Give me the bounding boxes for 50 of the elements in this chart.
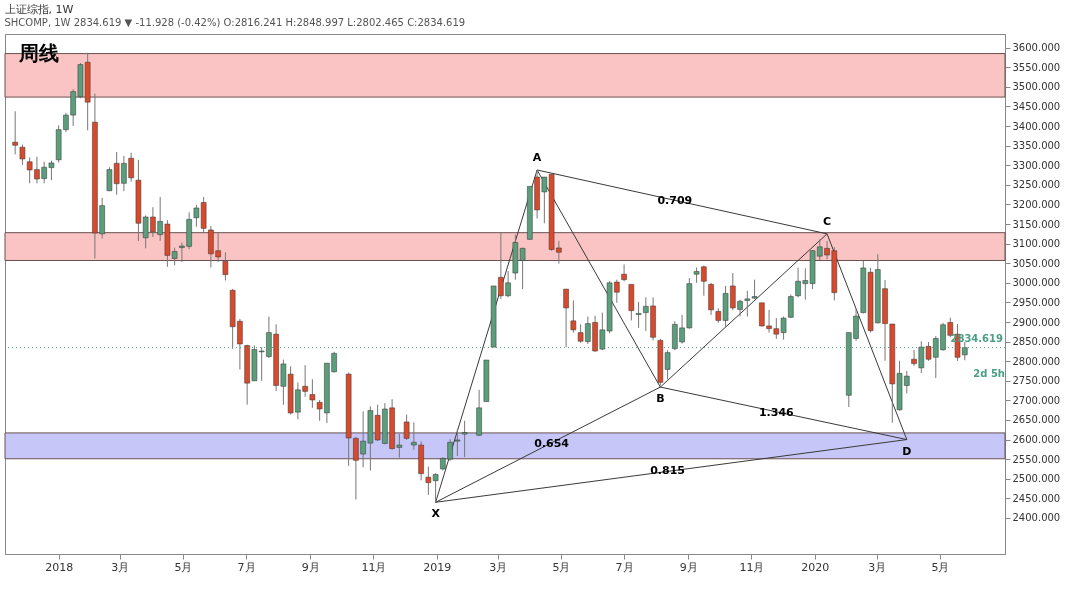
y-tick-label: 3500.000 [1012,81,1061,93]
x-tick-label: 2019 [423,560,452,574]
annotation: X [431,507,441,521]
y-tick-label: 3050.000 [1012,257,1061,269]
annotation: 0.815 [650,463,685,477]
x-tick-label: 3月 [111,560,130,574]
y-tick-label: 2500.000 [1012,473,1061,485]
x-tick-label: 9月 [301,560,320,574]
y-tick-label: 3100.000 [1012,238,1061,250]
annotation: 周线 [18,41,59,65]
y-tick-label: 2800.000 [1012,355,1061,367]
y-tick-label: 3550.000 [1012,61,1061,73]
x-tick-label: 9月 [679,560,698,574]
y-tick-label: 2750.000 [1012,375,1061,387]
y-tick-label: 2600.000 [1012,434,1061,446]
annotation: D [902,444,912,458]
y-tick-label: 3200.000 [1012,198,1061,210]
chart-title: 上证综指, 1W [4,3,74,16]
x-tick-label: 5月 [552,560,571,574]
y-tick-label: 3350.000 [1012,140,1061,152]
y-tick-label: 3000.000 [1012,277,1061,289]
y-tick-label: 2400.000 [1012,512,1061,524]
x-tick-label: 5月 [174,560,193,574]
y-tick-label: 2450.000 [1012,492,1061,504]
annotation: C [823,214,832,228]
y-tick-label: 3300.000 [1012,159,1061,171]
x-tick-label: 7月 [237,560,256,574]
y-tick-label: 2900.000 [1012,316,1061,328]
y-tick-label: 3600.000 [1012,42,1061,54]
y-tick-label: 2700.000 [1012,394,1061,406]
annotation: 2d 5h [973,368,1005,379]
x-tick-label: 7月 [615,560,634,574]
x-tick-label: 2020 [801,560,830,574]
annotation: A [532,150,542,164]
chart-subtitle: SHCOMP, 1W 2834.619 ▼ -11.928 (-0.42%) O:2816.241 H:2848.997 L:2802.465 C:2834.619 [4,17,466,28]
x-tick-label: 5月 [931,560,950,574]
y-tick-label: 3450.000 [1012,100,1061,112]
y-tick-label: 2550.000 [1012,453,1061,465]
y-tick-label: 2950.000 [1012,296,1061,308]
x-tick-label: 2018 [45,560,74,574]
annotation: B [656,392,665,406]
y-tick-label: 2650.000 [1012,414,1061,426]
y-tick-label: 2850.000 [1012,336,1061,348]
y-tick-label: 3400.000 [1012,120,1061,132]
x-tick-label: 11月 [361,560,387,574]
x-tick-label: 3月 [489,560,508,574]
x-tick-label: 11月 [739,560,765,574]
x-tick-label: 3月 [868,560,887,574]
y-tick-label: 3150.000 [1012,218,1061,230]
y-tick-label: 3250.000 [1012,179,1061,191]
